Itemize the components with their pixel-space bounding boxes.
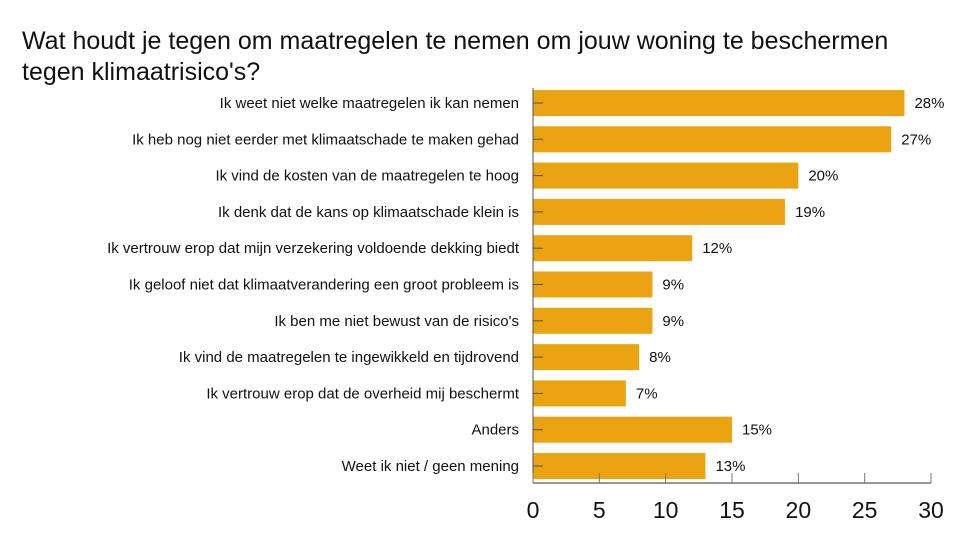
category-label: Weet ik niet / geen mening <box>342 458 519 475</box>
bar <box>533 198 786 225</box>
x-tick-label: 15 <box>719 497 745 523</box>
category-label: Ik vertrouw erop dat de overheid mij bes… <box>206 385 519 402</box>
category-label: Ik vertrouw erop dat mijn verzekering vo… <box>107 240 520 257</box>
x-tick-label: 0 <box>527 497 540 523</box>
category-label: Ik vind de maatregelen te ingewikkeld en… <box>179 349 519 366</box>
bar <box>533 307 653 334</box>
bar <box>533 271 653 298</box>
x-tick-label: 20 <box>786 497 812 523</box>
bar <box>533 90 905 116</box>
x-tick-label: 30 <box>918 497 944 523</box>
chart-title: Wat houdt je tegen om maatregelen te nem… <box>22 27 889 86</box>
data-label: 8% <box>649 349 671 366</box>
bar <box>533 162 799 189</box>
category-label: Anders <box>471 422 519 439</box>
data-label: 12% <box>702 240 732 257</box>
category-label: Ik weet niet welke maatregelen ik kan ne… <box>220 95 519 112</box>
bar <box>533 380 626 407</box>
category-label: Ik geloof niet dat klimaatverandering ee… <box>129 277 519 294</box>
bar <box>533 453 706 479</box>
data-label: 28% <box>914 95 944 112</box>
category-label: Ik heb nog niet eerder met klimaatschade… <box>132 131 519 148</box>
category-label: Ik vind de kosten van de maatregelen te … <box>215 168 519 185</box>
data-label: 27% <box>901 131 931 148</box>
data-label: 13% <box>715 458 745 475</box>
x-tick-label: 25 <box>852 497 878 523</box>
bar <box>533 344 640 371</box>
data-label: 20% <box>808 168 838 185</box>
data-label: 9% <box>662 313 684 330</box>
category-label: Ik denk dat de kans op klimaatschade kle… <box>218 204 519 221</box>
category-label: Ik ben me niet bewust van de risico's <box>274 313 519 330</box>
x-tick-label: 5 <box>593 497 606 523</box>
data-label: 19% <box>795 204 825 221</box>
bar <box>533 235 693 262</box>
data-label: 9% <box>662 277 684 294</box>
x-tick-label: 10 <box>653 497 679 523</box>
data-label: 7% <box>636 385 658 402</box>
data-label: 15% <box>742 422 772 439</box>
bar <box>533 416 732 443</box>
bar <box>533 126 892 153</box>
